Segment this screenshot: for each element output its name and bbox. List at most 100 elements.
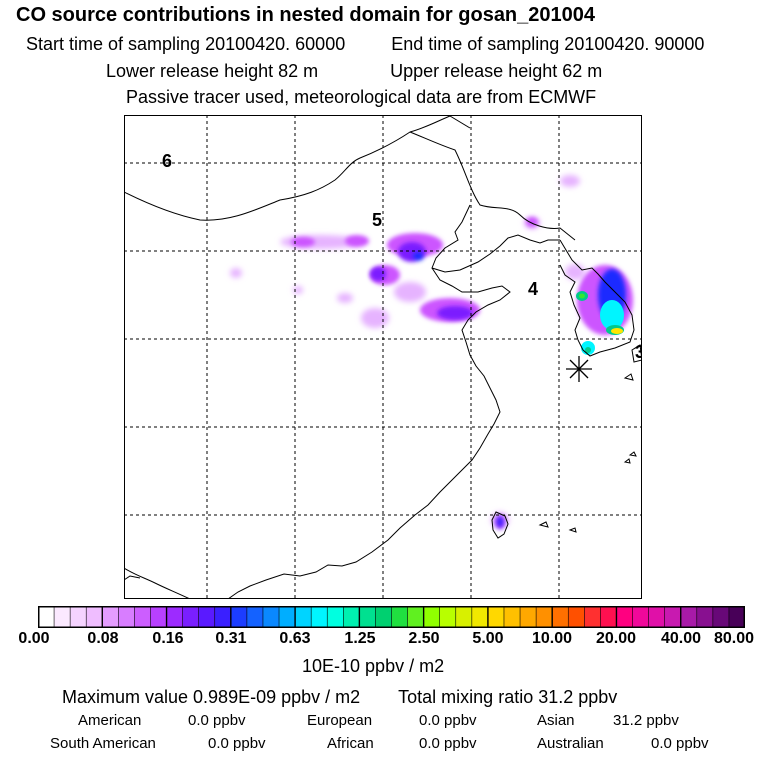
colorbar-segment: [150, 606, 168, 628]
grid-label-group: 6 5 4 3: [162, 151, 645, 362]
colorbar-units: 10E-10 ppbv / m2: [302, 656, 445, 676]
colorbar-segment: [520, 606, 537, 628]
colorbar-segment: [70, 606, 87, 628]
colorbar-segment: [632, 606, 650, 628]
start-time: Start time of sampling 20100420. 60000: [26, 34, 346, 54]
receptor-marker: [566, 356, 592, 382]
colorbar-segment: [279, 606, 296, 628]
colorbar-segment: [407, 606, 425, 628]
small-island: [623, 458, 631, 464]
plume-blob: [579, 293, 585, 299]
plume-blob: [394, 282, 426, 302]
upper-release-height: Upper release height 62 m: [390, 61, 603, 81]
colorbar-segment: [439, 606, 457, 628]
colorbar-segment: [680, 606, 698, 628]
colorbar-tick-label: 0.08: [87, 630, 119, 647]
coastline-south: [227, 514, 416, 599]
colorbar-segment: [584, 606, 601, 628]
grid-label: 6: [162, 151, 172, 171]
max-value: Maximum value 0.989E-09 ppbv / m2: [62, 687, 361, 707]
map-frame: [124, 115, 642, 599]
region-name: European: [307, 712, 373, 729]
coastline-manchuria: [409, 131, 576, 241]
end-time: End time of sampling 20100420. 90000: [391, 34, 705, 54]
region-value: 0.0 ppbv: [419, 712, 477, 729]
colorbar-segment: [391, 606, 409, 628]
colorbar-tick-label: 2.50: [408, 630, 440, 647]
colorbar-segment: [728, 606, 745, 628]
colorbar-segment: [423, 606, 441, 628]
colorbar-segment: [503, 606, 521, 628]
coastline-shandong: [414, 267, 511, 516]
colorbar-segment: [375, 606, 393, 628]
plume-blob: [585, 347, 591, 353]
lower-release-height: Lower release height 82 m: [106, 61, 319, 81]
colorbar-segment: [262, 606, 280, 628]
colorbar-segment: [359, 606, 377, 628]
colorbar-segment: [327, 606, 344, 628]
small-island: [628, 451, 637, 457]
plume-blob: [412, 251, 424, 261]
colorbar-tick-label: 0.16: [152, 630, 184, 647]
small-island: [568, 527, 577, 533]
colorbar-segment: [536, 606, 553, 628]
colorbar-segment: [102, 606, 119, 628]
region-name: South American: [50, 735, 156, 752]
region-name: Asian: [537, 712, 575, 729]
colorbar-segment: [134, 606, 152, 628]
colorbar-segment: [86, 606, 103, 628]
region-name: American: [78, 712, 142, 729]
hainan-coast: [124, 575, 141, 581]
colorbar-segment: [54, 606, 71, 628]
plume-blob: [600, 300, 624, 330]
colorbar-segment: [214, 606, 232, 628]
plume-blob: [291, 237, 315, 247]
plume-layer: [230, 175, 633, 529]
plume-blob: [437, 306, 473, 320]
coastline-bohai: [431, 204, 560, 273]
colorbar-segment: [664, 606, 682, 628]
colorbar-tick-label: 1.25: [344, 630, 376, 647]
colorbar-segment: [712, 606, 730, 628]
colorbar-segment: [455, 606, 473, 628]
korea-peninsula: [559, 239, 635, 357]
colorbar-segment: [648, 606, 666, 628]
plume-blob: [370, 267, 386, 281]
grid-label: 3: [635, 342, 645, 362]
plume-light: [230, 175, 585, 528]
colorbar-segment: [230, 606, 248, 628]
colorbar-tick-label: 5.00: [472, 630, 504, 647]
plume-blob: [345, 235, 369, 247]
colorbar-segment: [568, 606, 585, 628]
colorbar-tick-label: 40.00: [660, 630, 702, 647]
colorbar-segment: [487, 606, 505, 628]
region-value: 0.0 ppbv: [419, 735, 477, 752]
region-value: 0.0 ppbv: [208, 735, 266, 752]
colorbar-tick-label: 0.31: [215, 630, 247, 647]
colorbar-segment: [343, 606, 360, 628]
colorbar-segment: [616, 606, 634, 628]
region-value: 0.0 ppbv: [188, 712, 246, 729]
colorbar-segment: [182, 606, 200, 628]
tracer-note: Passive tracer used, meteorological data…: [126, 87, 597, 107]
japan-kyushu: [631, 344, 642, 363]
colorbar-segment: [311, 606, 328, 628]
plume-blob: [230, 268, 242, 278]
colorbar-segment: [552, 606, 569, 628]
plume-blob: [611, 328, 623, 334]
colorbar-tick-label: 0.00: [18, 630, 50, 647]
colorbar-tick-label: 0.63: [279, 630, 311, 647]
colorbar-segment: [198, 606, 216, 628]
region-value: 0.0 ppbv: [651, 735, 709, 752]
colorbar-segment: [600, 606, 618, 628]
coastline-southwest: [124, 567, 191, 599]
coastlines: [124, 115, 642, 599]
colorbar-segment: [471, 606, 489, 628]
colorbar-segment: [166, 606, 184, 628]
colorbar-segment: [696, 606, 714, 628]
colorbar: [38, 606, 745, 628]
taiwan: [491, 511, 509, 539]
colorbar-tick-label: 80.00: [713, 630, 755, 647]
colorbar-segment: [246, 606, 264, 628]
